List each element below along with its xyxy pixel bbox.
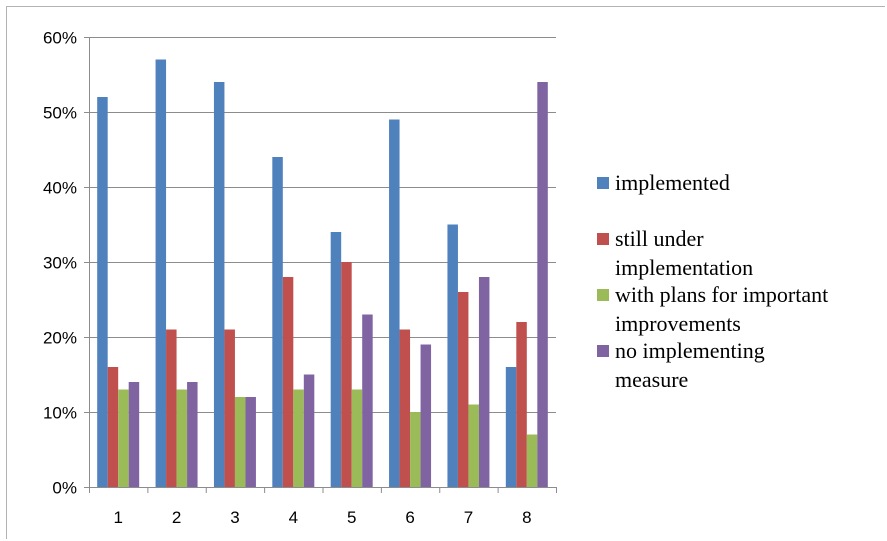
y-tick-label: 20%: [43, 329, 77, 348]
bar-implemented-1: [97, 97, 108, 487]
bar-no-implementing-measure-6: [420, 344, 432, 487]
bar-no-implementing-measure-8: [537, 82, 548, 487]
y-tick-label: 10%: [43, 404, 77, 423]
y-tick-label: 60%: [43, 29, 77, 48]
bar-implemented-3: [213, 82, 225, 487]
legend-label: with plans for important: [615, 282, 828, 307]
legend: implemented still under implementationwith…: [597, 170, 828, 392]
legend-label: implementation: [615, 255, 753, 280]
bar-with-plans-for-important-improvements-6: [410, 412, 421, 487]
bar-with-plans-for-important-improvements-2: [176, 389, 188, 487]
x-tick-label: 4: [289, 508, 298, 527]
bar-still-under-implementation-8: [516, 322, 527, 487]
bar-with-plans-for-important-improvements-7: [468, 404, 479, 487]
x-tick-label: 2: [172, 508, 181, 527]
y-tick-label: 0%: [52, 479, 77, 498]
bar-with-plans-for-important-improvements-8: [526, 434, 538, 487]
legend-label: improvements: [615, 311, 741, 336]
bar-implemented-4: [272, 157, 283, 487]
bar-no-implementing-measure-1: [128, 382, 140, 487]
x-tick-label: 8: [522, 508, 531, 527]
bar-still-under-implementation-6: [399, 329, 411, 487]
bar-with-plans-for-important-improvements-1: [118, 389, 129, 487]
x-tick-label: 7: [464, 508, 473, 527]
bar-no-implementing-measure-5: [362, 314, 373, 487]
legend-label: implemented: [615, 170, 730, 195]
y-tick-label: 30%: [43, 254, 77, 273]
bar-no-implementing-measure-7: [478, 277, 490, 487]
bar-still-under-implementation-7: [457, 292, 469, 487]
bar-still-under-implementation-2: [166, 329, 177, 487]
legend-label: no implementing: [615, 338, 765, 363]
y-tick-label: 50%: [43, 104, 77, 123]
bar-still-under-implementation-3: [224, 329, 235, 487]
legend-swatch: [597, 345, 609, 357]
legend-swatch: [597, 177, 609, 189]
bar-still-under-implementation-1: [107, 367, 119, 487]
x-tick-label: 1: [113, 508, 122, 527]
legend-swatch: [597, 289, 609, 301]
bar-implemented-2: [155, 59, 167, 487]
bar-with-plans-for-important-improvements-5: [351, 389, 363, 487]
bar-implemented-5: [330, 232, 342, 487]
legend-label: measure: [615, 367, 688, 392]
legend-swatch: [597, 233, 609, 245]
gridlines: [89, 37, 556, 413]
bar-no-implementing-measure-4: [303, 374, 315, 487]
x-tick-label: 6: [405, 508, 414, 527]
bar-implemented-7: [447, 224, 458, 487]
chart-frame: [6, 6, 885, 539]
bars: [97, 59, 548, 487]
y-tick-label: 40%: [43, 179, 77, 198]
axes: 0% 10% 20% 30% 40% 50% 60% 1 2 3 4 5 6 7 8: [43, 29, 557, 527]
bar-no-implementing-measure-2: [187, 382, 198, 487]
bar-still-under-implementation-5: [341, 262, 352, 487]
x-tick-label: 3: [230, 508, 239, 527]
x-tick-label: 5: [347, 508, 356, 527]
bar-implemented-8: [505, 367, 517, 487]
bar-no-implementing-measure-3: [245, 397, 256, 487]
bar-implemented-6: [389, 119, 400, 487]
bar-with-plans-for-important-improvements-4: [293, 389, 304, 487]
legend-label: still under: [615, 226, 704, 251]
bar-with-plans-for-important-improvements-3: [234, 397, 246, 487]
bar-still-under-implementation-4: [282, 277, 294, 487]
